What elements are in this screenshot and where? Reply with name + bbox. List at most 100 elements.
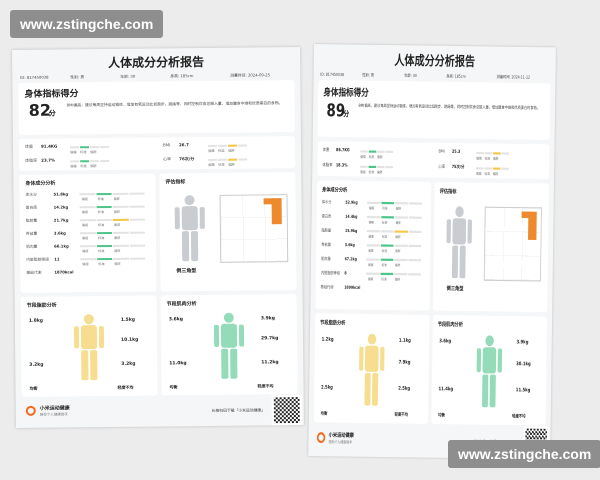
scale-segment	[129, 218, 145, 221]
segment-muscle-card: 节段肌肉分析 3.6kg 3.9kg 29.7kg 11.0kg 11.2kg 均衡 轻度不均	[160, 294, 298, 396]
scale-segment	[380, 244, 394, 247]
scale-label: 偏瘦	[475, 171, 482, 177]
scale-segment	[218, 158, 228, 161]
scale-label: 偏胖	[113, 209, 121, 214]
scale-label: 标准	[97, 236, 105, 241]
metric-label: 心率	[438, 163, 446, 170]
scale-segment	[96, 205, 112, 208]
metric-label: 体重	[24, 143, 34, 149]
scale-label: 偏胖	[394, 263, 401, 268]
scale-label: 标准	[98, 249, 105, 254]
scale-segment	[366, 244, 380, 247]
scale-label: 偏胖	[394, 277, 401, 282]
app-icon	[25, 405, 36, 416]
segment-value: 1.8kg	[28, 318, 44, 324]
scale-segment	[393, 272, 407, 275]
score-title: 身体指标得分	[24, 89, 79, 100]
scale-label: 偏胖	[376, 170, 383, 175]
scale-label: 偏胖	[492, 171, 499, 177]
segment-value: 7.9kg	[398, 360, 411, 366]
composition-card: 身体成分分析 体水分 52.9kg 偏瘦 标准 偏胖 蛋白质 14.4kg 偏瘦 标准 偏胖 脂肪量 1…	[315, 180, 432, 311]
body-figure	[476, 335, 503, 408]
scale-label: 偏瘦	[476, 156, 482, 161]
segment-value: 3.6kg	[439, 338, 452, 345]
segment-value: 10.1kg	[121, 337, 139, 343]
segment-value: 3.6kg	[168, 317, 184, 323]
scale-label: 偏瘦	[82, 262, 89, 267]
metric-value: 26.7	[178, 142, 189, 148]
scale-segment	[501, 167, 509, 170]
scale-label: 标准	[80, 164, 87, 169]
scale-segment	[484, 152, 493, 154]
scale-segment	[385, 150, 394, 153]
scale-segment	[112, 218, 129, 221]
scale-segment	[360, 150, 368, 153]
scale-label: 标准	[381, 262, 387, 268]
scale-segment	[394, 258, 408, 261]
section-title: 评估指标	[165, 179, 186, 186]
segment-value: 30.1kg	[516, 361, 531, 368]
scale-segment	[380, 216, 394, 218]
scale-segment	[385, 165, 393, 168]
info-field: 性别: 男	[362, 71, 375, 78]
metric-value: 23.7%	[41, 157, 56, 163]
download-hint: 长按扫码下载「小米运动健康」	[211, 407, 265, 413]
segment-fat-card: 节段脂肪分析 1.8kg 1.5kg 10.1kg 3.2kg 3.2kg 均衡 轻度不均	[20, 295, 158, 397]
info-field: 性别: 男	[70, 74, 85, 80]
scale-label: 偏瘦	[81, 236, 89, 241]
scale-label: 标准	[382, 206, 388, 211]
scale-label: 偏胖	[90, 150, 97, 155]
scale-segment	[394, 244, 408, 247]
scale-segment	[380, 272, 394, 275]
scale-segment	[96, 244, 113, 247]
info-field: 测量时间: 2024-09-25	[230, 72, 271, 78]
scale-label: 偏瘦	[82, 249, 89, 254]
scale-label: 偏瘦	[208, 148, 215, 153]
segment-verdict: 轻度不均	[512, 413, 526, 419]
row-label: 骨盐量	[321, 241, 331, 247]
segment-value: 11.2kg	[261, 360, 279, 366]
metric-value: 25.3	[451, 148, 461, 154]
scale-segment	[493, 152, 501, 154]
scale-label: 偏瘦	[81, 210, 89, 215]
row-label: 蛋白质	[321, 213, 332, 219]
scale-label: 偏胖	[395, 234, 401, 240]
score-title: 身体指标得分	[323, 87, 369, 100]
scale-segment	[228, 158, 238, 161]
scale-segment	[79, 219, 96, 221]
scale-segment	[100, 159, 110, 162]
scale-segment	[208, 144, 218, 147]
scale-segment	[380, 230, 394, 233]
scale-segment	[96, 192, 112, 195]
scale-label: 偏瘦	[368, 220, 375, 225]
body-shape: 倒三角型	[446, 285, 464, 293]
scale-label: 偏瘦	[368, 234, 374, 239]
row-value: 1899kcal	[344, 284, 361, 290]
body-figure	[73, 314, 105, 381]
scale-segment	[367, 201, 381, 204]
scale-segment	[70, 146, 80, 148]
row-value: 14.4kg	[345, 213, 358, 220]
section-title: 身体成分分析	[321, 186, 348, 194]
scale-label: 标准	[97, 210, 105, 215]
scale-segment	[129, 205, 145, 208]
scale-segment	[228, 144, 238, 147]
segment-value: 2.5kg	[398, 386, 411, 392]
segment-value: 11.5kg	[515, 388, 531, 394]
row-label: 内脏脂肪等级	[26, 256, 49, 262]
row-value: 1870kcal	[54, 269, 74, 275]
scale-segment	[366, 272, 380, 275]
row-label: 内脏脂肪等级	[320, 269, 341, 276]
scale-segment	[377, 150, 385, 153]
scale-segment	[366, 230, 380, 232]
segment-value: 3.9kg	[516, 340, 529, 346]
scale-label: 偏瘦	[368, 262, 374, 268]
scale-segment	[501, 152, 510, 155]
scale-segment	[366, 258, 380, 261]
scale-label: 标准	[218, 148, 225, 153]
app-slogan: 陪你个人健康助手	[328, 439, 353, 445]
scale-segment	[79, 232, 96, 234]
metric-label: 体脂率	[25, 157, 38, 163]
row-label: 脂肪量	[321, 227, 332, 233]
